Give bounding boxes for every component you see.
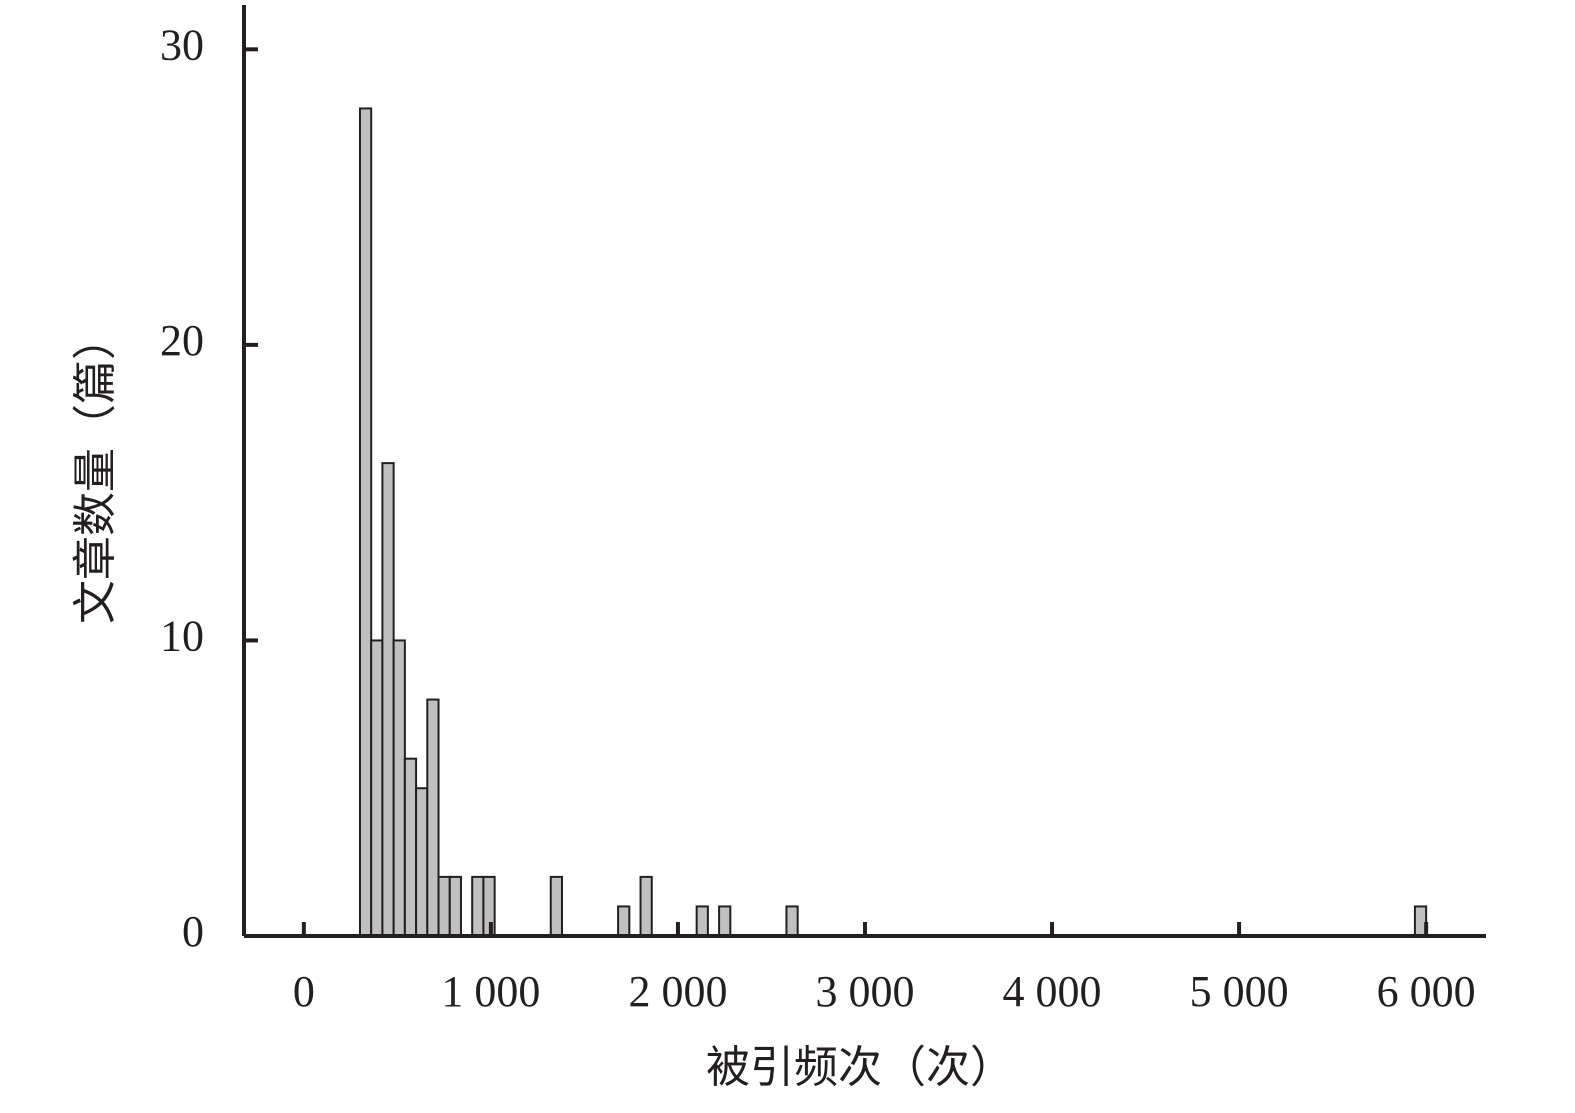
x-tick-label: 3 000 <box>816 967 915 1016</box>
bar <box>448 875 462 938</box>
x-tick-label: 6 000 <box>1377 967 1476 1016</box>
bar <box>785 905 799 938</box>
bar <box>695 905 709 938</box>
bar <box>549 875 563 938</box>
x-tick-label: 2 000 <box>628 967 727 1016</box>
bar <box>617 905 631 938</box>
bar <box>426 698 440 937</box>
bar <box>392 639 406 937</box>
bar <box>718 905 732 938</box>
x-tick-label: 1 000 <box>441 967 540 1016</box>
y-tick-label: 20 <box>160 316 204 365</box>
bar <box>415 787 429 937</box>
y-axis-label: 文章数量（篇） <box>71 316 120 624</box>
y-tick-label: 10 <box>160 612 204 661</box>
bar <box>403 757 418 938</box>
bar <box>370 639 384 937</box>
x-tick-label: 4 000 <box>1003 967 1102 1016</box>
bar <box>358 107 373 937</box>
bar <box>437 875 451 938</box>
x-tick-label: 5 000 <box>1190 967 1289 1016</box>
x-axis-label: 被引频次（次） <box>706 1043 1014 1092</box>
bar <box>639 875 653 938</box>
bar <box>381 462 395 937</box>
bar <box>471 875 485 938</box>
y-tick-label: 0 <box>182 907 204 956</box>
x-tick-label: 0 <box>293 967 315 1016</box>
y-tick-label: 30 <box>160 20 204 69</box>
